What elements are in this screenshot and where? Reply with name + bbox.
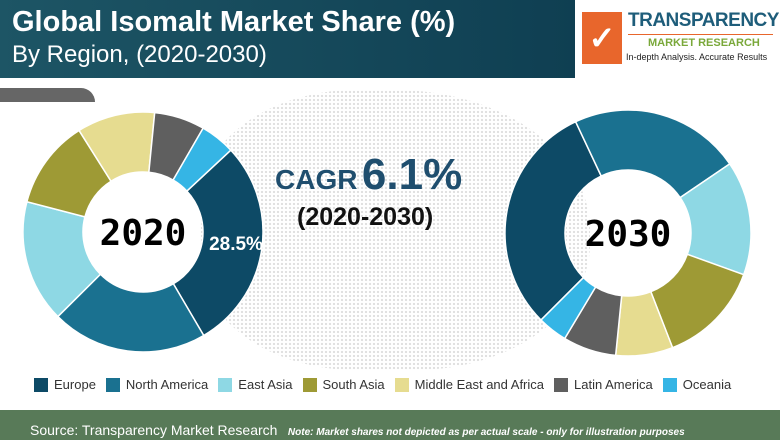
legend-swatch [302,377,317,392]
cagr-value: 6.1% [361,150,463,199]
donut-segment-2030-north-america [574,109,731,199]
legend-swatch [34,377,48,392]
legend-swatch [394,377,409,392]
legend-swatch [662,377,677,392]
logo: ✓ TRANSPARENCY MARKET RESEARCH In-depth … [578,8,779,70]
logo-name: TRANSPARENCY [628,10,779,31]
legend-label: North America [125,377,209,392]
logo-divider [628,34,773,35]
legend-label: Middle East and Africa [414,377,545,392]
logo-line2: MARKET RESEARCH [648,37,760,49]
cagr-period: (2020-2030) [297,203,434,231]
source-text: Source: Transparency Market Research [30,422,278,438]
donut-segment-2030-europe [504,120,603,322]
donut-segment-2020-europe [172,149,264,337]
legend-item-north-america: North America [105,377,209,392]
legend-item-east-asia: East Asia [218,377,293,392]
logo-tagline: In-depth Analysis. Accurate Results [626,52,768,62]
footer: Source: Transparency Market Research Not… [0,410,780,440]
donut-center-label-2020: 2020 [100,213,187,254]
donut-segment-2020-oceania [172,127,232,193]
legend-item-middle-east-and-africa: Middle East and Africa [394,377,545,392]
donut-segment-2020-north-america [56,273,205,353]
legend-label: Oceania [682,377,732,392]
legend: Europe North America East Asia South Asia Mi… [34,377,731,392]
donut-segment-2030-oceania [539,276,597,340]
header-banner: Global Isomalt Market Share (%) By Regio… [0,0,575,78]
legend-item-oceania: Oceania [662,377,732,392]
legend-swatch [554,377,569,392]
page-title: Global Isomalt Market Share (%) [12,6,456,38]
legend-label: East Asia [238,377,293,392]
legend-item-south-asia: South Asia [302,377,385,392]
cagr-label: CAGR [275,164,358,195]
legend-item-europe: Europe [34,377,96,392]
decorative-swoosh [0,88,95,102]
donut-center-label-2030: 2030 [585,214,672,255]
legend-item-latin-america: Latin America [554,377,653,392]
legend-label: Latin America [574,377,653,392]
cagr-headline: CAGR 6.1% [275,150,462,200]
legend-swatch [105,377,120,392]
page-subtitle: By Region, (2020-2030) [12,41,267,68]
legend-label: South Asia [322,377,385,392]
data-label-europe-2020: 28.5% [209,234,263,255]
note-text: Note: Market shares not depicted as per … [287,427,685,438]
logo-check-icon: ✓ [582,12,622,64]
legend-label: Europe [54,377,96,392]
legend-swatch [218,377,233,392]
